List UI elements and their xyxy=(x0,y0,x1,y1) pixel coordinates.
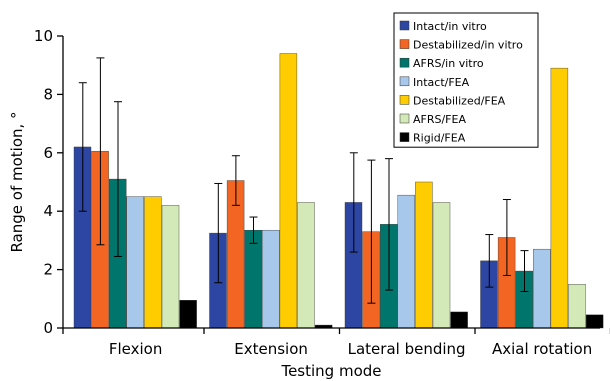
legend-swatch xyxy=(399,95,410,105)
x-axis-title: Testing mode xyxy=(280,362,381,380)
bar-afrs-fea xyxy=(568,284,586,329)
y-tick-label: 6 xyxy=(43,144,53,162)
bar-destabilized-fea xyxy=(279,53,298,329)
y-tick-label: 2 xyxy=(43,261,53,279)
category-label: Flexion xyxy=(109,340,163,358)
legend-label: Intact/in vitro xyxy=(413,20,487,33)
y-tick-label: 8 xyxy=(43,85,53,103)
legend-swatch xyxy=(399,20,410,31)
error-bars xyxy=(78,57,529,304)
legend: Intact/in vitro Destabilized/in vitro AFRS… xyxy=(393,12,539,148)
legend-swatch xyxy=(399,76,410,87)
x-axis-ticks xyxy=(62,328,610,334)
y-axis-title: Range of motion, ° xyxy=(8,111,26,252)
legend-label: AFRS/FEA xyxy=(413,113,466,126)
bar-afrs-fea xyxy=(161,205,180,329)
legend-swatch xyxy=(399,132,410,142)
bar-afrs-fea xyxy=(432,202,451,329)
bar-rigid-fea xyxy=(450,311,468,329)
bar-rigid-fea xyxy=(179,300,197,329)
y-tick-label: 4 xyxy=(43,202,53,220)
legend-swatch xyxy=(399,57,410,68)
bar-rigid-fea xyxy=(585,314,604,329)
legend-box xyxy=(393,12,539,148)
bar-afrs-fea xyxy=(297,202,315,329)
bar-destabilized-fea xyxy=(550,67,569,329)
bar-intact-fea xyxy=(397,194,415,329)
y-tick-label: 10 xyxy=(34,27,53,45)
bar-intact-fea xyxy=(533,248,551,329)
legend-label: Rigid/FEA xyxy=(413,132,466,145)
bar-afrs-in-vitro xyxy=(244,229,262,329)
y-tick-label: 0 xyxy=(43,319,53,337)
bar-intact-fea xyxy=(126,196,145,329)
category-label: Axial rotation xyxy=(492,340,592,358)
legend-label: Destabilized/FEA xyxy=(413,94,506,107)
y-axis-ticks: 0 2 4 6 8 10 xyxy=(34,27,63,337)
category-label: Extension xyxy=(234,340,308,358)
category-label: Lateral bending xyxy=(348,340,466,358)
bar-intact-fea xyxy=(262,229,280,329)
legend-label: Intact/FEA xyxy=(413,76,470,89)
legend-label: Destabilized/in vitro xyxy=(413,39,523,52)
category-labels: Flexion Extension Lateral bending Axial rot… xyxy=(109,340,592,358)
bar-destabilized-fea xyxy=(144,196,162,329)
legend-label: AFRS/in vitro xyxy=(413,57,484,70)
legend-swatch xyxy=(399,39,410,49)
bar-destabilized-fea xyxy=(415,181,433,329)
legend-swatch xyxy=(399,113,410,124)
